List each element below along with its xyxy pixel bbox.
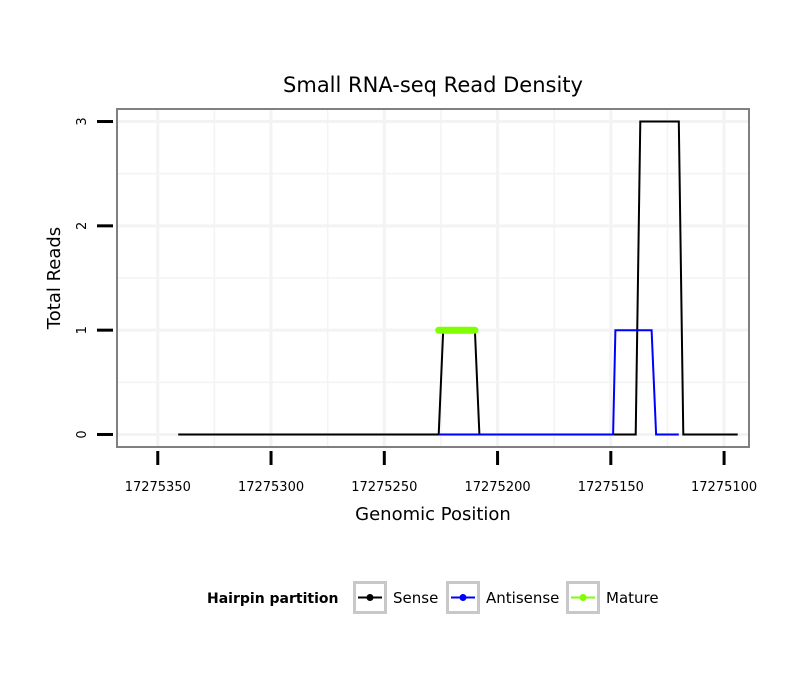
legend-entry-antisense: Antisense [446, 581, 559, 614]
x-tick-label: 17275100 [691, 480, 757, 495]
legend-entry-mature: Mature [566, 581, 659, 614]
y-tick-label: 2 [75, 222, 90, 230]
legend-label: Mature [606, 589, 659, 607]
legend-key-point [366, 594, 374, 601]
chart-title: Small RNA-seq Read Density [283, 73, 583, 97]
axes: 17275350 17275300 17275250 17275200 17275150… [75, 117, 757, 495]
y-tick-label: 3 [75, 117, 90, 125]
y-tick-label: 1 [75, 326, 90, 334]
y-axis-title: Total Reads [44, 227, 65, 330]
x-tick-label: 17275300 [238, 480, 304, 495]
x-axis-title: Genomic Position [355, 504, 511, 525]
x-tick-label: 17275350 [125, 480, 191, 495]
series-line-antisense [438, 329, 679, 436]
y-tick-label: 0 [75, 430, 90, 438]
legend-key-point [579, 594, 587, 601]
legend: Hairpin partition Sense Antisense Mature [207, 581, 659, 614]
legend-entry-sense: Sense [353, 581, 438, 614]
plot-panel-border [116, 108, 750, 448]
x-tick-label: 17275150 [578, 480, 644, 495]
legend-label: Sense [393, 589, 438, 607]
series-layer [178, 120, 738, 436]
x-tick-label: 17275200 [464, 480, 530, 495]
legend-key-point [459, 594, 467, 601]
legend-label: Antisense [486, 589, 559, 607]
legend-title: Hairpin partition [207, 591, 338, 607]
x-tick-label: 17275250 [351, 480, 417, 495]
